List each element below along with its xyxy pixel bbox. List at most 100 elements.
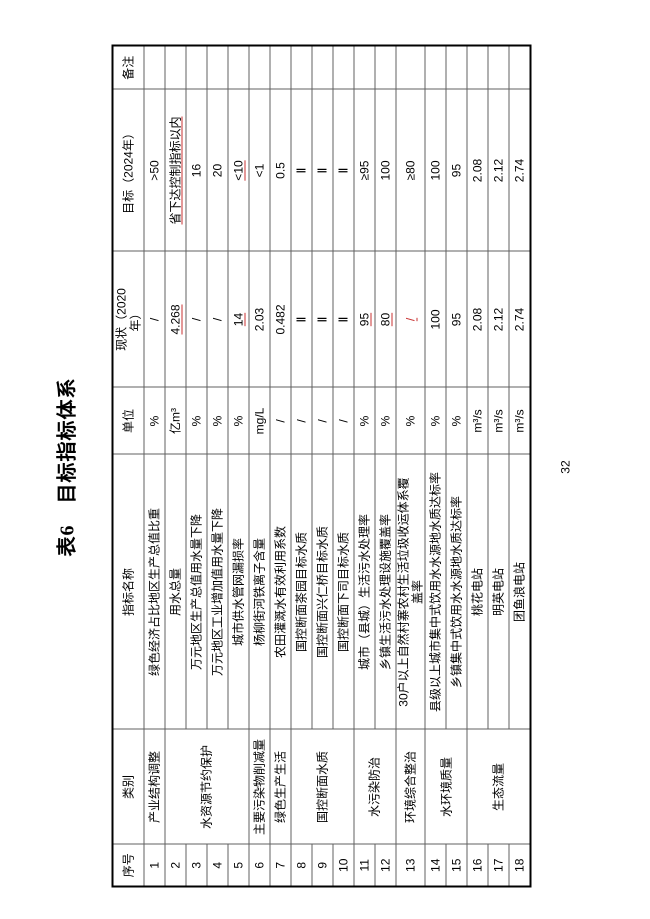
col-header-current: 现状（2020 年）: [112, 251, 144, 387]
cell-no: 8: [290, 844, 312, 886]
cell-target: Ⅱ: [290, 89, 312, 251]
cell-current: 4.268: [164, 251, 186, 387]
cell-no: 13: [395, 844, 425, 886]
cell-unit: /: [311, 387, 333, 454]
cell-current: 2.03: [248, 251, 270, 387]
cell-current: /: [143, 251, 165, 387]
cell-indicator: 国控断面兴仁桥目标水质: [311, 454, 333, 729]
table-row: 2 水资源节约保护 用水总量 亿m³ 4.268 省下达控制指标以内: [164, 45, 249, 886]
cell-remark: [185, 45, 207, 89]
cell-current: 80: [374, 251, 396, 387]
cell-category: 生态流量: [466, 729, 531, 844]
cell-remark: [353, 45, 375, 89]
cell-no: 14: [424, 844, 446, 886]
col-header-name: 指标名称: [112, 454, 144, 729]
cell-indicator: 城市供水管网漏损率: [227, 454, 249, 729]
cell-target: ≥95: [353, 89, 375, 251]
cell-remark: [508, 45, 531, 89]
cell-unit: %: [206, 387, 228, 454]
page-number: 32: [558, 459, 572, 474]
cell-indicator: 县级以上城市集中式饮用水水源地水质达标率: [424, 454, 446, 729]
cell-target: 100: [374, 89, 396, 251]
cell-current: 14: [227, 251, 249, 387]
col-header-target: 目标（2024年）: [112, 89, 144, 251]
cell-unit: %: [353, 387, 375, 454]
cell-category: 绿色生产生活: [269, 729, 291, 844]
cell-indicator: 团鱼浪电站: [508, 454, 531, 729]
table-row: 11 水污染防治 城市（县城）生活污水处理率 % 95 ≥95: [353, 45, 396, 886]
cell-indicator: 万元地区生产总值用水量下降: [185, 454, 207, 729]
cell-unit: /: [290, 387, 312, 454]
table-row: 8 国控断面水质 国控断面茶园目标水质 / Ⅱ Ⅱ: [290, 45, 354, 886]
cell-unit: /: [269, 387, 291, 454]
cell-no: 11: [353, 844, 375, 886]
cell-indicator: 国控断面下司目标水质: [332, 454, 354, 729]
cell-target: Ⅱ: [311, 89, 333, 251]
cell-no: 4: [206, 844, 228, 886]
cell-indicator: 用水总量: [164, 454, 186, 729]
cell-unit: m³/s: [487, 387, 509, 454]
cell-current: 95: [353, 251, 375, 387]
cell-indicator: 城市（县城）生活污水处理率: [353, 454, 375, 729]
cell-no: 15: [445, 844, 467, 886]
cell-indicator: 国控断面茶园目标水质: [290, 454, 312, 729]
cell-no: 2: [164, 844, 186, 886]
cell-current: Ⅱ: [332, 251, 354, 387]
cell-remark: [424, 45, 446, 89]
cell-indicator: 农田灌溉水有效利用系数: [269, 454, 291, 729]
table-row: 7 绿色生产生活 农田灌溉水有效利用系数 / 0.482 0.5: [269, 45, 291, 886]
cell-indicator: 明英电站: [487, 454, 509, 729]
cell-remark: [395, 45, 425, 89]
cell-no: 16: [466, 844, 488, 886]
cell-target: 2.74: [508, 89, 531, 251]
cell-unit: m³/s: [466, 387, 488, 454]
table-row: 16 生态流量 桃花电站 m³/s 2.08 2.08: [466, 45, 531, 886]
cell-remark: [227, 45, 249, 89]
header-row: 序号 类别 指标名称 单位 现状（2020 年） 目标（2024年） 备注: [112, 45, 144, 886]
cell-indicator: 绿色经济占比地区生产总值比重: [143, 454, 165, 729]
cell-remark: [487, 45, 509, 89]
cell-target: 16: [185, 89, 207, 251]
cell-no: 7: [269, 844, 291, 886]
cell-remark: [466, 45, 488, 89]
cell-no: 17: [487, 844, 509, 886]
cell-category: 水环境质量: [424, 729, 467, 844]
cell-category: 主要污染物削减量: [248, 729, 270, 844]
cell-target: 95: [445, 89, 467, 251]
cell-indicator: 杨柳街河铁离子含量: [248, 454, 270, 729]
table-row: 1 产业结构调整 绿色经济占比地区生产总值比重 % / >50: [143, 45, 165, 886]
cell-indicator: 万元地区工业增加值用水量下降: [206, 454, 228, 729]
cell-unit: %: [395, 387, 425, 454]
cell-indicator: 桃花电站: [466, 454, 488, 729]
cell-unit: %: [374, 387, 396, 454]
cell-unit: m³/s: [508, 387, 531, 454]
cell-remark: [248, 45, 270, 89]
cell-current: 95: [445, 251, 467, 387]
cell-target: 2.08: [466, 89, 488, 251]
cell-indicator: 30户以上自然村寨农村生活垃圾收运体系覆 盖率: [395, 454, 425, 729]
cell-unit: /: [332, 387, 354, 454]
cell-remark: [164, 45, 186, 89]
cell-remark: [269, 45, 291, 89]
col-header-remark: 备注: [112, 45, 144, 89]
cell-current: 2.12: [487, 251, 509, 387]
cell-target: ≥80: [395, 89, 425, 251]
cell-target: <1: [248, 89, 270, 251]
table-row: 13 环境综合整治 30户以上自然村寨农村生活垃圾收运体系覆 盖率 % / ≥8…: [395, 45, 425, 886]
cell-unit: 亿m³: [164, 387, 186, 454]
cell-remark: [290, 45, 312, 89]
cell-unit: %: [227, 387, 249, 454]
cell-no: 1: [143, 844, 165, 886]
cell-remark: [206, 45, 228, 89]
cell-target: 0.5: [269, 89, 291, 251]
cell-indicator: 乡镇集中式饮用水水源地水质达标率: [445, 454, 467, 729]
cell-current: Ⅱ: [290, 251, 312, 387]
table-title: 表6 目标指标体系: [56, 377, 78, 556]
cell-current: /: [206, 251, 228, 387]
cell-remark: [374, 45, 396, 89]
cell-current: 2.74: [508, 251, 531, 387]
cell-remark: [332, 45, 354, 89]
cell-category: 环境综合整治: [395, 729, 425, 844]
